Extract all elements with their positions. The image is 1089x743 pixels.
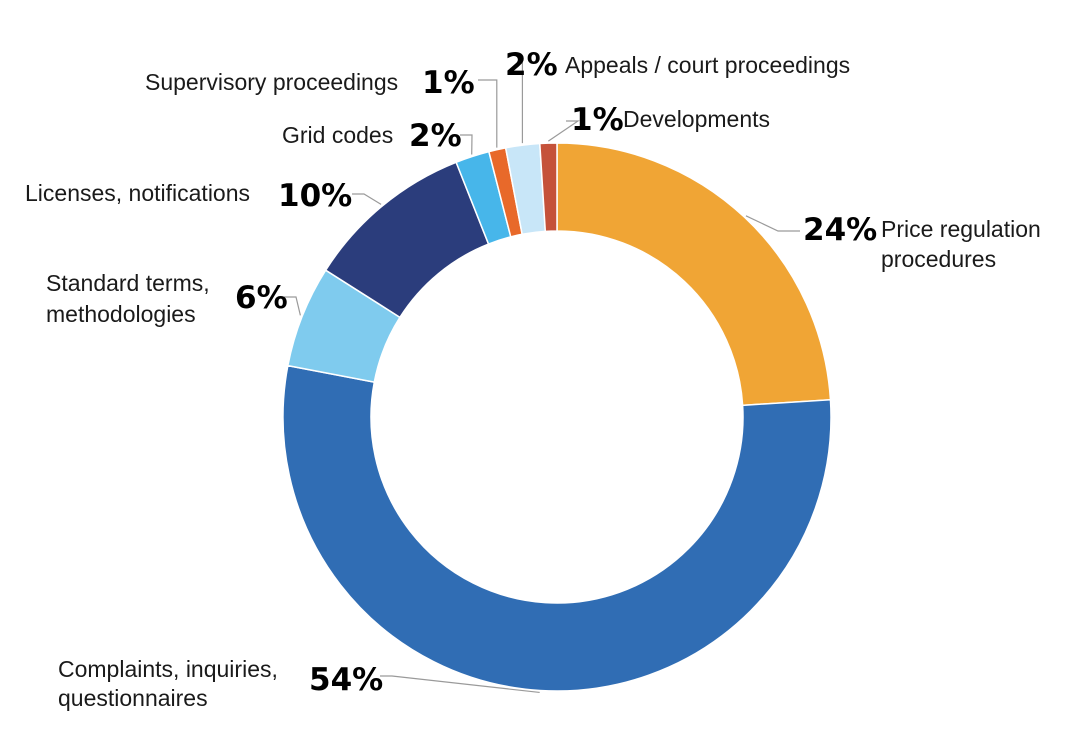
- cat-label-price-regulation-2: procedures: [881, 246, 996, 272]
- leader-line-appeals: [518, 62, 524, 144]
- leader-line-licenses: [352, 193, 382, 205]
- cat-label-appeals: Appeals / court proceedings: [565, 52, 850, 78]
- leader-line-price-regulation: [745, 215, 800, 232]
- slice-developments: [538, 142, 558, 233]
- cat-label-price-regulation-1: Price regulation: [881, 216, 1041, 242]
- pct-label-licenses: 10%: [278, 178, 352, 214]
- cat-label-complaints-1: Complaints, inquiries,: [58, 656, 278, 682]
- cat-label-standard-terms-1: Standard terms,: [46, 270, 210, 296]
- cat-label-standard-terms-2: methodologies: [46, 301, 196, 327]
- pct-label-standard-terms: 6%: [235, 280, 288, 316]
- pct-label-price-regulation: 24%: [803, 212, 877, 248]
- pct-label-supervisory: 1%: [422, 65, 475, 101]
- cat-label-complaints-2: questionnaires: [58, 685, 208, 711]
- leader-line-complaints: [380, 675, 540, 694]
- donut-slices: [282, 142, 832, 692]
- leader-line-standard-terms: [284, 296, 301, 316]
- cat-label-developments: Developments: [623, 106, 770, 132]
- pct-label-grid-codes: 2%: [409, 118, 462, 154]
- leader-line-supervisory: [478, 79, 498, 148]
- leader-line-developments: [547, 120, 580, 142]
- slice-price-regulation: [556, 142, 832, 407]
- pct-label-complaints: 54%: [309, 662, 383, 698]
- leader-line-grid-codes: [460, 134, 473, 155]
- pct-label-appeals: 2%: [505, 47, 558, 83]
- cat-label-grid-codes: Grid codes: [282, 122, 393, 148]
- slice-complaints: [282, 364, 832, 692]
- leader-lines: [284, 62, 800, 694]
- pct-label-developments: 1%: [571, 102, 624, 138]
- cat-label-licenses: Licenses, notifications: [25, 180, 250, 206]
- cat-label-supervisory: Supervisory proceedings: [145, 69, 398, 95]
